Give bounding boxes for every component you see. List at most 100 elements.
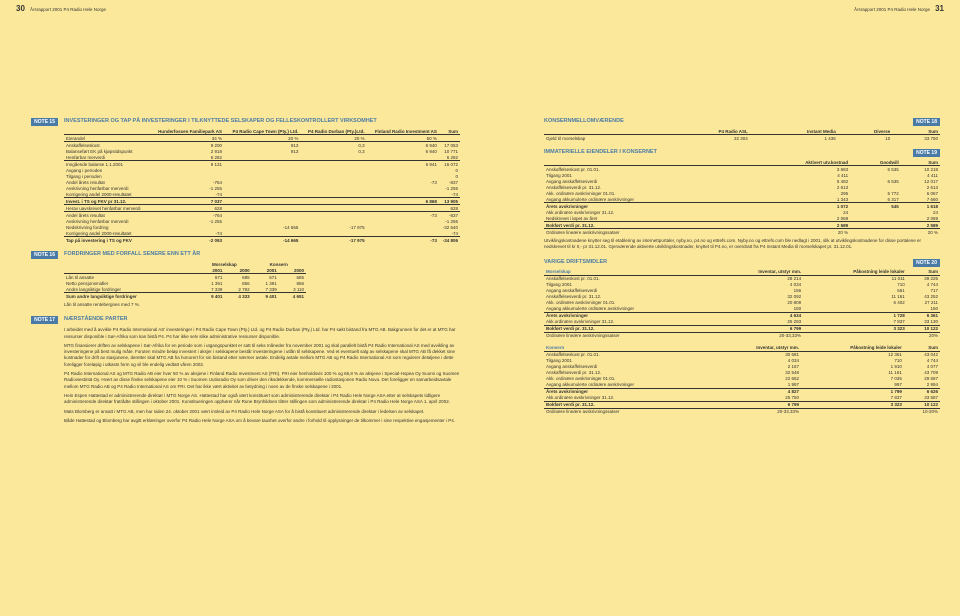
left-page: 30 Årsrapport 2001 P4 Radio Hele Norge N… [0,0,480,616]
table-cell: 10 122 [904,401,940,408]
table-cell: 628 [150,205,224,212]
table-cell: 7 037 [150,198,224,205]
table-cell: Sum andre langsiktige fordringer [64,293,197,300]
table-cell: 50 % [367,135,439,142]
note15-section: NOTE 15 INVESTERINGER OG TAP PÅ INVESTER… [20,118,460,243]
right-page: 31 Årsrapport 2001 P4 Radio Hele Norge K… [480,0,960,616]
table-cell: 628 [439,205,460,212]
table-cell: 1 436 [750,135,838,142]
note15-tag: NOTE 15 [31,118,58,126]
header-right: Årsrapport 2001 P4 Radio Hele Norge [854,7,930,12]
right-content: KONSERNMELLOMVÆRENDE NOTE 18 P4 Radio AS… [544,118,940,415]
table-cell [801,408,904,415]
note16-table: Morselskap Konsern 2001 2000 2001 2000 L… [64,261,306,299]
table-cell: 6 799 [714,401,801,408]
table-cell: Bokført verdi pr. 31.12. [544,222,747,229]
table-row: Ordinære lineære avskrivningssatser20-33… [544,408,940,415]
table-cell: 13 905 [439,198,460,205]
note17-p2: MTG finansierer driften av selskapene i … [64,343,460,368]
note17-section: NOTE 17 NÆRSTÅENDE PARTER I arbeidet med… [20,316,460,424]
table-row: Ordinære lineære avskrivningssatser20-33… [544,332,940,339]
table-cell: 2 589 [901,222,940,229]
table-cell [224,205,300,212]
note19-tag: NOTE 19 [913,149,940,157]
table-cell: Invest. i TS og FKV pr 31.12. [64,198,150,205]
note18-table: P4 Radio ASL Instant Media Diverse Sum G… [544,128,940,141]
table-row: Bokført verdi pr. 31.12.6 7993 32310 122 [544,401,940,408]
note16-section: NOTE 16 FORDRINGER MED FORFALL SENERE EN… [20,251,460,308]
table-cell: Ordinære lineære avskrivningssatser [544,332,716,339]
note15-table: Hunderfossen Familiepark AS P4 Radio Cap… [64,128,460,243]
note20-table-a: Morselskap Inventar, utstyr mm. Påkostni… [544,269,940,339]
table-cell: -32 640 [439,224,460,230]
note19-section: IMMATERIELLE EIENDELER I KONSERNET NOTE … [544,149,940,251]
left-content: NOTE 15 INVESTERINGER OG TAP PÅ INVESTER… [20,118,460,424]
table-row: Eierandel34 %20 %20 %50 % [64,135,460,142]
table-cell: Herav uavskrevet henførbar merverdi [64,205,150,212]
table-cell: Bokført verdi pr. 31.12. [544,325,716,332]
note17-p4: Hein Espen Hattestad er administrerende … [64,393,460,406]
page-number-left: 30 [16,4,25,13]
note18-section: KONSERNMELLOMVÆRENDE NOTE 18 P4 Radio AS… [544,118,940,141]
note20-section: VARIGE DRIFTSMIDLER NOTE 20 Morselskap I… [544,259,940,415]
table-row: Bokført verdi pr. 31.12.6 7993 32310 122 [544,325,940,332]
page-number-right: 31 [935,4,944,13]
table-cell: 6 799 [716,325,803,332]
table-cell [367,205,439,212]
table-cell: 20% [907,332,940,339]
table-cell [224,198,300,205]
table-cell: 3 323 [803,325,907,332]
note20-heading: VARIGE DRIFTSMIDLER [544,259,607,267]
table-cell: 20 % [224,135,300,142]
note17-tag: NOTE 17 [31,316,58,324]
table-cell [803,332,907,339]
note16-footnote: Lån til ansatte rentebergnes med 7 %. [64,302,460,308]
note16-heading: FORDRINGER MED FORFALL SENERE ENN ETT ÅR [64,251,200,257]
table-cell [850,222,901,229]
table-cell [300,205,366,212]
note19-footnote: Utviklingskostnadene knytter seg til eta… [544,238,940,251]
table-cell: 20-33,33% [714,408,801,415]
note17-p1: I arbeidet med å avvikle P4 Radio Intern… [64,327,460,340]
table-cell [300,198,366,205]
note16-tag: NOTE 16 [31,251,58,259]
table-cell: -34 806 [439,237,460,244]
table-cell: 3 323 [801,401,904,408]
table-cell: 6 868 [367,198,439,205]
table-cell: Ordinære lineære avskrivningssatser [544,229,747,236]
table-cell: 4 333 [224,293,251,300]
note20-table-b: Konsern Inventar, utstyr mm. Påkostning … [544,345,940,415]
table-row: Tap på investering i TS og FKV-2 093-14 … [64,237,460,244]
note18-heading: KONSERNMELLOMVÆRENDE [544,118,624,126]
note17-p5: Mats Blomberg er ansatt i MTG AB, men ha… [64,409,460,415]
table-cell [850,229,901,236]
table-row: Gjeld til morselskap32 3041 4361033 750 [544,135,940,142]
table-cell: 10-20% [904,408,940,415]
table-cell: -17 975 [300,237,366,244]
table-cell: Ordinære lineære avskrivningssatser [544,408,714,415]
table-cell: Gjeld til morselskap [544,135,660,142]
table-cell: -73 [367,237,439,244]
table-row: Herav uavskrevet henførbar merverdi62862… [64,205,460,212]
table-cell: 34 % [150,135,224,142]
note18-tag: NOTE 18 [913,118,940,126]
table-cell: 20-33,33% [716,332,803,339]
table-cell [439,135,460,142]
table-row: Sum andre langsiktige fordringer9 4014 3… [64,293,306,300]
table-cell: 33 750 [892,135,940,142]
table-cell: 20 % [901,229,940,236]
table-cell: 20 % [747,229,850,236]
note17-p3: P4 Radio International AS og MTG Radio A… [64,371,460,390]
table-cell: 2 589 [747,222,850,229]
note17-p6: Både Hattestad og Blomberg har avgitt er… [64,418,460,424]
note19-heading: IMMATERIELLE EIENDELER I KONSERNET [544,149,657,157]
note15-heading: INVESTERINGER OG TAP PÅ INVESTERINGER I … [64,118,377,124]
table-cell: 9 401 [197,293,224,300]
note19-table: Aktivert utv.kostnad Goodwill Sum Anskaf… [544,159,940,235]
header-left: Årsrapport 2001 P4 Radio Hele Norge [30,7,106,12]
table-cell: -14 665 [224,237,300,244]
table-cell: 32 304 [660,135,750,142]
table-cell: Bokført verdi pr. 31.12. [544,401,714,408]
table-cell: 20 % [300,135,366,142]
table-cell: 10 [838,135,892,142]
